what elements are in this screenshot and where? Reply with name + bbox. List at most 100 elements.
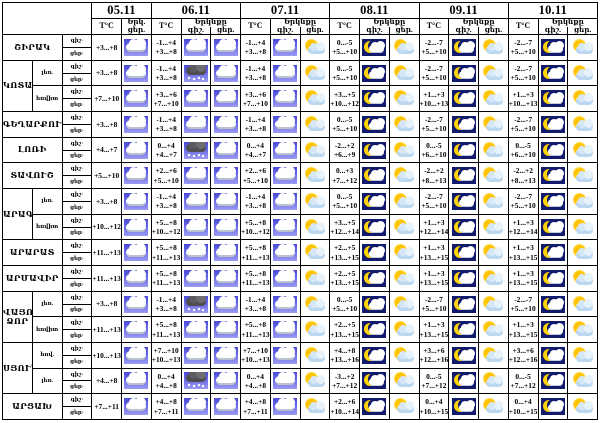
subheader-night-4: գիշ. <box>450 26 479 34</box>
sky-cell-day <box>388 316 420 343</box>
sun-cloud-icon <box>570 269 595 287</box>
region-label: ԱՐՄԱՎԻՐ <box>2 265 63 292</box>
cloud-icon <box>273 90 298 108</box>
cloud-icon <box>213 321 238 339</box>
cloud-icon <box>124 244 149 262</box>
sky-cell-night <box>448 265 479 292</box>
sky-cell-day <box>210 393 241 420</box>
sky-cell-night <box>269 59 301 87</box>
time-label-night: գիշ· <box>61 59 93 74</box>
sky-cell-night <box>269 85 301 113</box>
moon-cloud-icon <box>451 244 476 262</box>
temp-cell: 0...-5 +5...+10 <box>329 290 360 318</box>
moon-cloud-icon <box>362 192 387 210</box>
sky-cell-day <box>210 59 241 87</box>
temp-cell: -2...-7 +5...+10 <box>418 290 450 318</box>
moon-cloud-icon <box>362 64 387 82</box>
sky-cell-day <box>388 290 420 318</box>
sky-cell-night <box>359 34 390 61</box>
moon-cloud-icon <box>540 295 565 313</box>
sky-cell-day <box>210 111 241 138</box>
cloud-icon <box>124 167 149 185</box>
moon-cloud-icon <box>362 346 387 364</box>
table-row: լեռ. գիշ· +4...+8 0...+4 +4...+8 0...+4 +4...+… <box>3 367 598 395</box>
subregion-label: հովիտ <box>31 316 63 343</box>
sun-cloud-icon <box>302 64 327 82</box>
sky-cell-night <box>448 393 479 420</box>
sky-cell-day <box>210 290 241 318</box>
sun-cloud-icon <box>481 38 506 56</box>
sky-cell-day <box>121 239 152 267</box>
temp-cell: -1...+4 +3...+8 <box>150 111 182 138</box>
sky-cell-day <box>299 111 331 138</box>
sun-cloud-icon <box>570 321 595 339</box>
moon-cloud-icon <box>362 372 387 390</box>
sun-cloud-icon <box>481 244 506 262</box>
subheader-day-1: ցեր. <box>216 25 235 34</box>
cloud-icon <box>213 38 238 56</box>
temp-cell: -1...+4 +3...+8 <box>240 59 271 87</box>
cloud-icon <box>124 38 149 56</box>
temp-cell: +7...+11 <box>91 393 122 420</box>
sky-cell-night <box>180 239 212 267</box>
sky-cell-night <box>359 59 390 87</box>
temp-cell: +1...+3 +13...+15 <box>507 316 539 343</box>
temp-cell: +1...+3 +13...+15 <box>418 265 450 292</box>
sky-cell-night <box>269 34 301 61</box>
temp-cell: -2...-7 +5...+10 <box>507 59 539 87</box>
temp-cell: +4...+8 +7...+11 <box>150 393 182 420</box>
sky-cell-day <box>388 34 420 61</box>
sky-cell-night <box>180 34 212 61</box>
region-label: ՇԻՐԱԿ <box>2 34 63 61</box>
table-row: հովիտ գիշ· +7...+10 +3...+6 +7...+10 +3...+6 +… <box>3 85 598 113</box>
region-label: ԿՈՏԱՅՔ <box>2 59 33 113</box>
sky-cell-day <box>299 162 331 190</box>
subheader-sky-5: Երկնքը գիշ. ցեր. <box>537 17 598 36</box>
moon-cloud-icon <box>540 244 565 262</box>
sky-cell-day <box>388 239 420 267</box>
sky-cell-night <box>448 342 479 369</box>
table-row: ԱՐՑԱԽ գիշ· +7...+11 +4...+8 +7...+11 +4...+8 +… <box>2 393 598 420</box>
subheader-day-label-0: ցեր. <box>127 25 146 34</box>
sky-cell-night <box>448 188 479 215</box>
subheader-day-2: ցեր. <box>306 25 324 34</box>
cloud-icon <box>183 192 208 210</box>
sun-cloud-icon <box>570 346 595 364</box>
cloud-icon <box>273 141 298 159</box>
moon-cloud-icon <box>451 372 476 390</box>
sky-cell-night <box>448 213 479 241</box>
temp-cell: +3...+8 <box>91 34 122 61</box>
sky-cell-night <box>180 111 212 138</box>
cloud-icon <box>213 90 238 108</box>
sun-cloud-icon <box>481 64 506 82</box>
cloud-icon <box>213 64 238 82</box>
sky-cell-day <box>121 34 152 61</box>
sun-cloud-icon <box>302 218 327 236</box>
sky-cell-night <box>180 85 212 113</box>
temp-cell: -1...+4 +3...+8 <box>240 111 271 138</box>
sun-cloud-icon <box>570 372 595 390</box>
subheader-temp-2: T°C <box>240 17 271 36</box>
sky-cell-day <box>210 34 241 61</box>
cloud-icon <box>124 192 149 210</box>
time-label-day: ցեր· <box>61 46 93 61</box>
moon-cloud-icon <box>451 321 476 339</box>
temp-cell: -2...-7 +5...+10 <box>418 111 450 138</box>
sun-cloud-icon <box>570 244 595 262</box>
sky-cell-night <box>359 290 390 318</box>
cloud-icon <box>124 346 149 364</box>
sky-cell-night <box>537 85 569 113</box>
table-row: ՇԻՐԱԿ գիշ· +3...+8 -1...+4 +3...+8 -1...+4 +3.… <box>2 34 598 61</box>
sun-cloud-icon <box>481 90 506 108</box>
sun-cloud-icon <box>392 295 417 313</box>
time-label-day: ցեր· <box>61 72 93 87</box>
temp-cell: 0...+3 +7...+12 <box>329 162 360 190</box>
sky-cell-day <box>567 265 598 292</box>
sky-cell-night <box>359 239 390 267</box>
sky-cell-night <box>269 393 301 420</box>
temp-cell: -2...-7 +5...+10 <box>507 290 539 318</box>
sun-cloud-icon <box>392 346 417 364</box>
cloud-icon <box>273 167 298 185</box>
cloud-icon <box>273 346 298 364</box>
sky-cell-day <box>121 85 152 113</box>
